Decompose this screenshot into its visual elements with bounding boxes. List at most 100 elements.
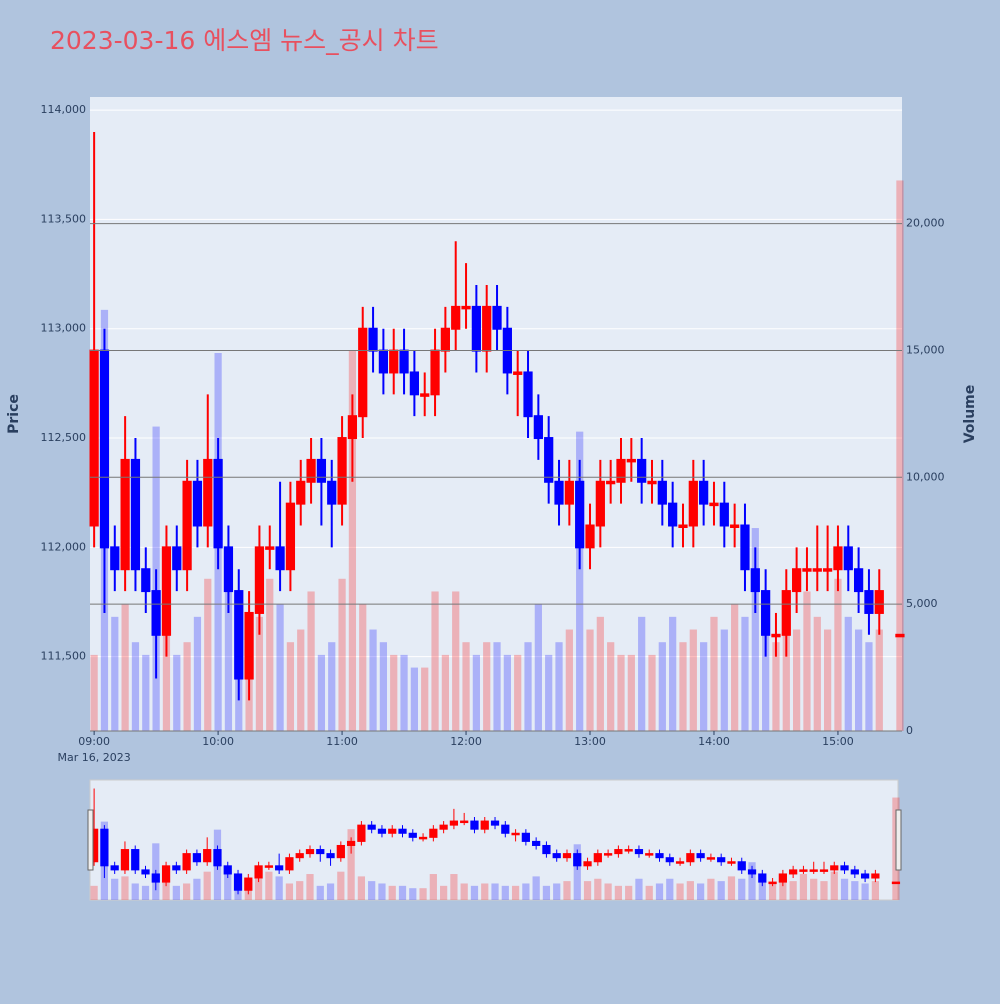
volume-bar [337, 871, 345, 900]
candle-body [264, 865, 273, 868]
volume-bar [203, 871, 211, 900]
y2-tick-label: 5,000 [906, 597, 938, 610]
candle-body [840, 865, 849, 871]
volume-bar [617, 654, 625, 731]
volume-bar [111, 878, 119, 900]
volume-bar [378, 883, 386, 900]
candle-body [709, 502, 719, 507]
y-tick-label: 112,500 [41, 431, 87, 444]
volume-bar [638, 616, 646, 731]
candle-body [275, 546, 285, 571]
candle-body [606, 480, 616, 485]
volume-bar [748, 862, 756, 900]
y-tick-label: 112,000 [41, 540, 87, 553]
candle-body [758, 873, 767, 883]
volume-bar [421, 667, 429, 731]
volume-bar [865, 642, 873, 731]
volume-bar [368, 881, 376, 900]
volume-bar [224, 871, 232, 900]
candle-body [110, 865, 119, 871]
candle-body [843, 546, 853, 571]
candle-body [603, 853, 613, 856]
candle-body [678, 524, 688, 528]
candle-body [626, 458, 636, 463]
candle-body [213, 849, 222, 867]
candle-body [409, 371, 420, 396]
candle-body [367, 824, 376, 830]
candle-body [761, 590, 771, 636]
candle-body [151, 873, 160, 883]
candle-body [430, 349, 440, 396]
volume-bar [470, 885, 479, 900]
candle-body [316, 458, 327, 483]
volume-bar [193, 878, 201, 900]
volume-bar [347, 829, 355, 900]
volume-bar [398, 885, 407, 900]
volume-bar [553, 883, 561, 900]
volume-bar [655, 883, 664, 900]
volume-bar [645, 885, 653, 900]
candle-body [564, 480, 574, 505]
candle-body [131, 849, 140, 871]
volume-bar [542, 885, 551, 900]
candle-body [871, 873, 880, 879]
candle-body [501, 824, 510, 834]
volume-bar [604, 883, 612, 900]
candle-body [614, 849, 623, 855]
volume-bar [503, 654, 511, 731]
volume-bar [689, 629, 697, 731]
slider-handle[interactable] [895, 809, 902, 871]
candle-body [120, 849, 130, 871]
candle-body [368, 327, 378, 352]
volume-bar [307, 591, 315, 731]
volume-bar [193, 616, 202, 731]
volume-bar [390, 654, 398, 731]
volume-bar [297, 629, 305, 731]
y2-tick-label: 0 [906, 724, 913, 737]
volume-bar [799, 874, 808, 900]
volume-bar [493, 642, 501, 731]
candle-body [295, 853, 304, 859]
y2-tick-label: 15,000 [906, 343, 945, 356]
volume-bar [586, 629, 594, 731]
candle-body [809, 869, 818, 872]
candle-body [655, 853, 664, 859]
candle-body [275, 865, 284, 871]
candle-body [440, 327, 450, 352]
candle-body [792, 568, 802, 593]
candle-body [223, 546, 234, 593]
range-slider[interactable] [89, 779, 899, 901]
candle-body [357, 824, 366, 842]
candle-body [585, 524, 595, 549]
volume-bar [90, 885, 98, 900]
candle-body [130, 458, 141, 571]
candle-body [99, 349, 110, 549]
volume-bar [296, 881, 304, 900]
slider-handle[interactable] [87, 809, 94, 871]
volume-bar [514, 654, 522, 731]
candle-body [699, 480, 709, 505]
candle-body [668, 502, 678, 527]
candle-body [521, 832, 530, 842]
candle-body [306, 458, 316, 483]
candle-body [532, 840, 541, 846]
x-tick-label: 13:00 [574, 735, 606, 748]
volume-bar [534, 604, 542, 731]
candle-body [696, 853, 705, 859]
candle-body [120, 458, 130, 571]
candle-body [647, 480, 657, 485]
candle-body [203, 458, 213, 527]
volume-bar [450, 874, 458, 900]
volume-bar [141, 885, 150, 900]
candle-body [864, 590, 874, 614]
volume-bar [648, 654, 656, 731]
volume-bar [316, 885, 324, 900]
volume-bar [379, 642, 388, 731]
candle-body [347, 415, 358, 440]
volume-bar [555, 642, 563, 731]
candle-body [254, 546, 265, 614]
candle-body [151, 590, 161, 636]
candle-body [562, 853, 572, 859]
volume-bar [573, 844, 581, 900]
candle-body [141, 869, 150, 875]
